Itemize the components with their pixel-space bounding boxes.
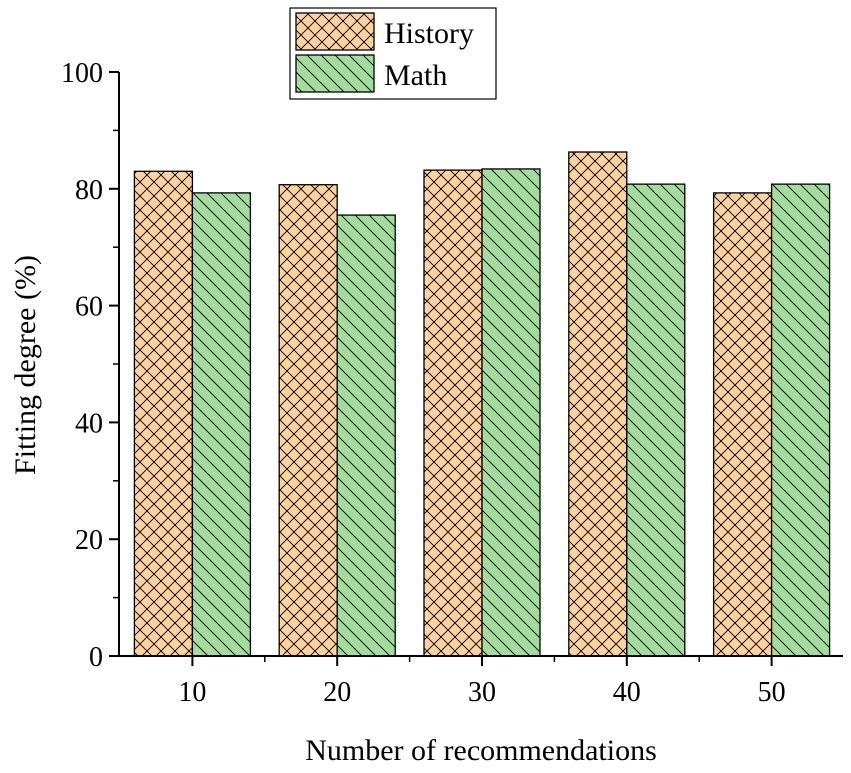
y-tick-label: 60 bbox=[75, 292, 103, 323]
bar-history-30 bbox=[423, 169, 483, 657]
bar-math-30 bbox=[481, 168, 541, 657]
legend-swatch-history bbox=[295, 12, 375, 51]
bar-math-10 bbox=[191, 192, 252, 657]
bar-math-40 bbox=[626, 183, 686, 657]
bar-math-50 bbox=[770, 183, 831, 657]
bar-history-50 bbox=[712, 192, 773, 657]
y-tick-label: 20 bbox=[75, 525, 103, 556]
x-tick-label: 10 bbox=[178, 677, 206, 708]
y-tick-label: 80 bbox=[75, 175, 103, 206]
axes-layer: 10 20 30 40 50 0 20 40 60 80 100 bbox=[61, 58, 843, 708]
legend-label-math: Math bbox=[384, 59, 447, 92]
x-tick-label: 50 bbox=[758, 677, 786, 708]
x-tick-label: 40 bbox=[613, 677, 641, 708]
bar-math-20 bbox=[336, 214, 396, 657]
bar-history-20 bbox=[278, 184, 338, 657]
legend-swatch-math bbox=[295, 54, 375, 93]
x-tick-label: 30 bbox=[468, 677, 496, 708]
y-tick-label: 40 bbox=[75, 408, 103, 439]
y-tick-label: 100 bbox=[61, 58, 103, 89]
x-axis-title: Number of recommendations bbox=[305, 734, 657, 767]
bar-history-40 bbox=[568, 151, 628, 657]
bars-layer bbox=[133, 151, 831, 657]
legend: History Math bbox=[289, 7, 497, 100]
y-tick-label: 0 bbox=[89, 642, 103, 673]
legend-label-history: History bbox=[384, 17, 474, 50]
y-axis-title: Fitting degree (%) bbox=[9, 255, 42, 475]
x-tick-label: 20 bbox=[323, 677, 351, 708]
bar-history-10 bbox=[133, 170, 194, 657]
